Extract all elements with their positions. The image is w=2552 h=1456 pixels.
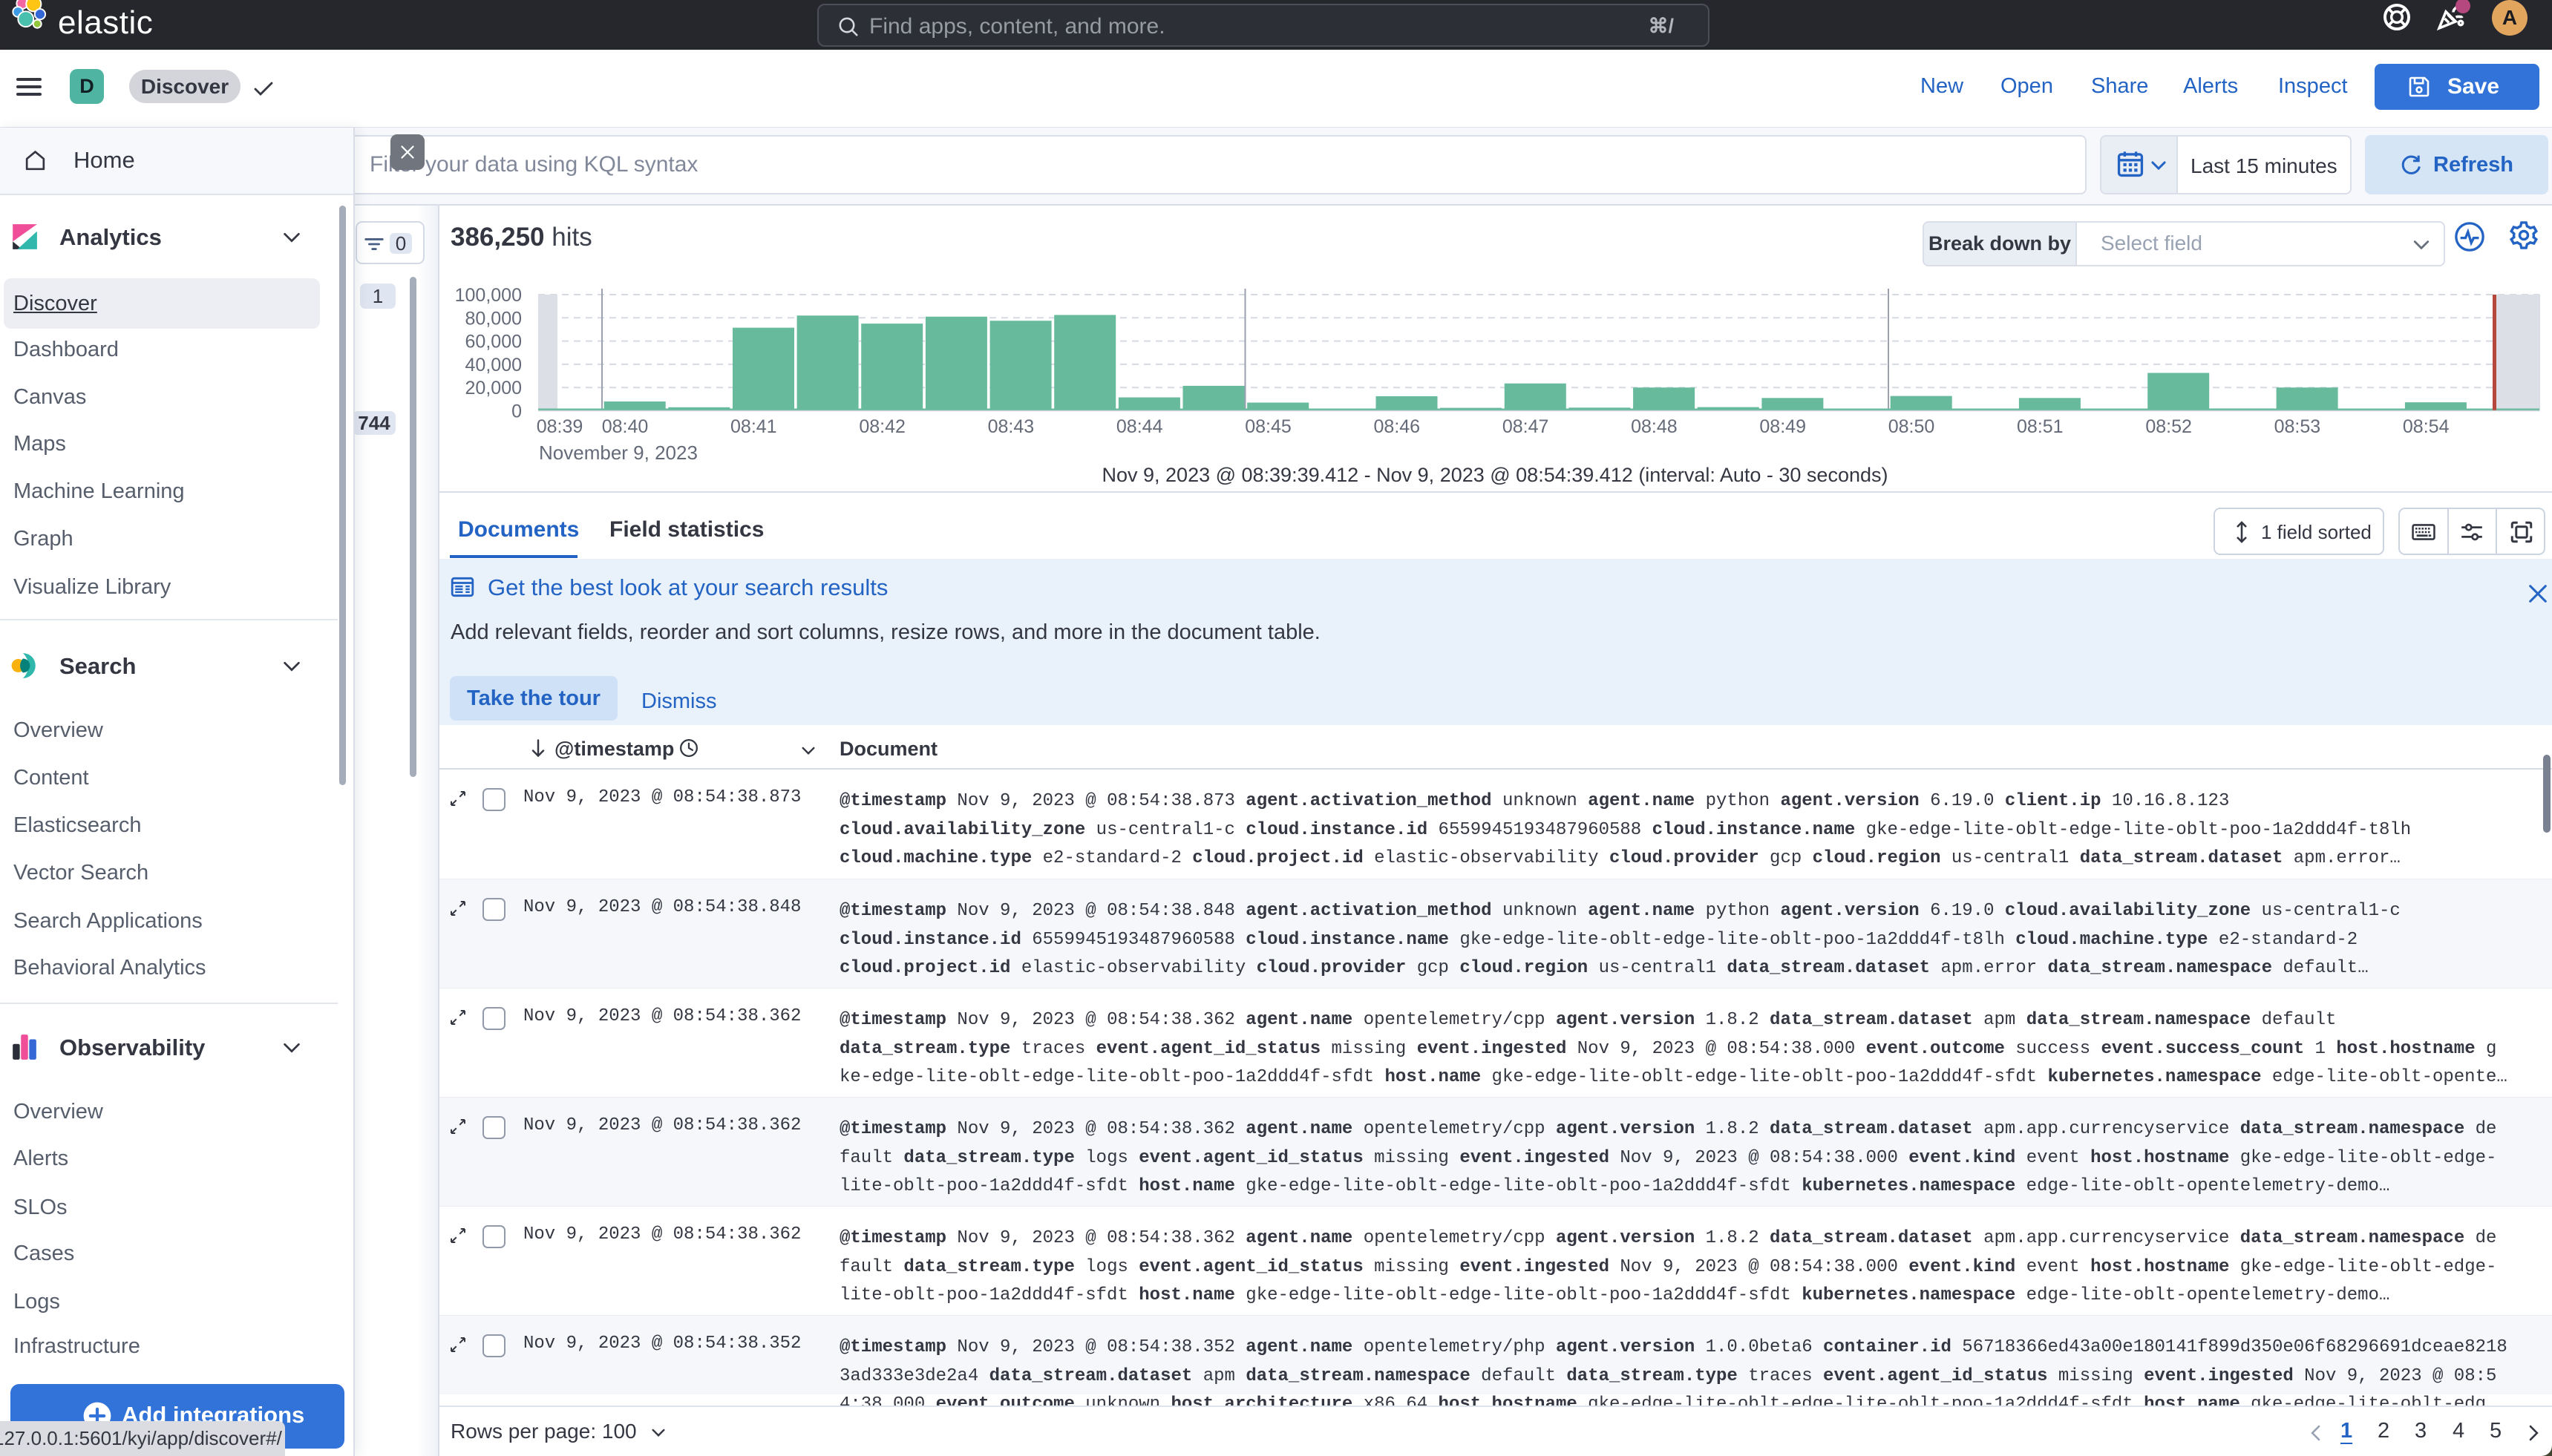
svg-text:08:52: 08:52 <box>2145 416 2192 437</box>
svg-text:08:46: 08:46 <box>1374 416 1421 437</box>
svg-text:08:50: 08:50 <box>1888 416 1935 437</box>
svg-text:Nov 9, 2023 @ 08:39:39.412 - N: Nov 9, 2023 @ 08:39:39.412 - Nov 9, 2023… <box>1102 464 1888 486</box>
svg-text:08:48: 08:48 <box>1631 416 1678 437</box>
svg-text:08:47: 08:47 <box>1502 416 1549 437</box>
svg-text:08:53: 08:53 <box>2274 416 2321 437</box>
svg-text:08:43: 08:43 <box>988 416 1035 437</box>
svg-text:40,000: 40,000 <box>465 355 522 376</box>
svg-text:08:40: 08:40 <box>602 416 649 437</box>
svg-text:100,000: 100,000 <box>455 285 522 306</box>
svg-text:08:54: 08:54 <box>2403 416 2450 437</box>
svg-text:08:39: 08:39 <box>537 416 583 437</box>
svg-text:08:51: 08:51 <box>2017 416 2064 437</box>
svg-text:80,000: 80,000 <box>465 308 522 329</box>
svg-text:November 9, 2023: November 9, 2023 <box>539 442 698 464</box>
svg-text:08:42: 08:42 <box>859 416 906 437</box>
svg-text:08:45: 08:45 <box>1245 416 1292 437</box>
svg-text:08:49: 08:49 <box>1759 416 1806 437</box>
svg-text:60,000: 60,000 <box>465 332 522 352</box>
svg-text:08:41: 08:41 <box>730 416 777 437</box>
svg-text:20,000: 20,000 <box>465 378 522 399</box>
svg-text:08:44: 08:44 <box>1116 416 1163 437</box>
svg-text:0: 0 <box>511 401 522 422</box>
